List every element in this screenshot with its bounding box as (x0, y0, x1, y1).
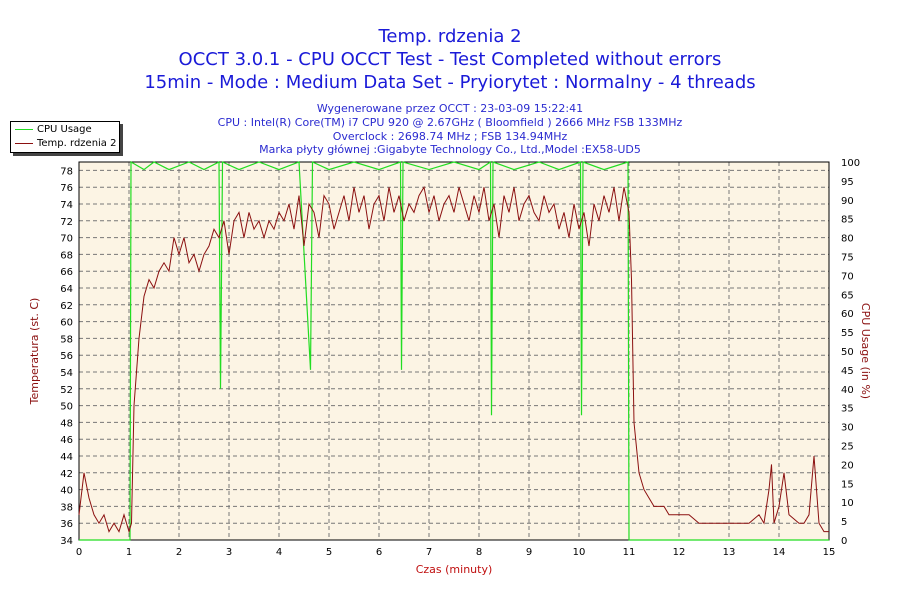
y-tick-label: 60 (60, 318, 73, 329)
y2-tick-label: 10 (841, 498, 854, 509)
plot-background (79, 162, 829, 540)
chart-subtitle-1: OCCT 3.0.1 - CPU OCCT Test - Test Comple… (178, 49, 722, 70)
y-tick-label: 66 (60, 267, 73, 278)
x-tick-label: 7 (426, 547, 432, 558)
legend-label: Temp. rdzenia 2 (37, 137, 117, 149)
y-tick-label: 76 (60, 183, 73, 194)
y2-tick-label: 95 (841, 177, 854, 188)
x-tick-label: 1 (126, 547, 132, 558)
chart-subtitle-2: 15min - Mode : Medium Data Set - Pryiory… (144, 72, 756, 93)
series-line-cpu-usage (79, 160, 829, 541)
y-tick-label: 64 (60, 284, 73, 295)
legend: CPU Usage Temp. rdzenia 2 (10, 121, 120, 153)
y2-tick-label: 70 (841, 271, 854, 282)
y2-tick-label: 90 (841, 196, 854, 207)
y2-tick-label: 45 (841, 366, 854, 377)
y2-tick-label: 65 (841, 290, 854, 301)
y2-tick-label: 50 (841, 347, 854, 358)
info-generated: Wygenerowane przez OCCT : 23-03-09 15:22… (316, 102, 584, 115)
x-tick-label: 8 (476, 547, 482, 558)
y-tick-label: 70 (60, 234, 73, 245)
y-tick-label: 74 (60, 200, 73, 211)
y2-axis-label: CPU Usage (in %) (859, 303, 872, 399)
x-tick-label: 6 (376, 547, 382, 558)
y2-tick-label: 40 (841, 385, 854, 396)
info-motherboard: Marka płyty głównej :Gigabyte Technology… (259, 143, 641, 156)
y2-tick-label: 75 (841, 253, 854, 264)
x-tick-label: 2 (176, 547, 182, 558)
y-tick-label: 58 (60, 334, 73, 345)
legend-item-temp: Temp. rdzenia 2 (11, 136, 119, 150)
y-tick-label: 56 (60, 351, 73, 362)
y-tick-label: 42 (60, 469, 73, 480)
y2-tick-label: 100 (841, 158, 860, 169)
y-axis-label: Temperatura (st. C) (28, 298, 41, 406)
y2-tick-label: 20 (841, 460, 854, 471)
y-tick-label: 48 (60, 418, 73, 429)
y-tick-label: 44 (60, 452, 73, 463)
y2-tick-label: 30 (841, 423, 854, 434)
y-tick-label: 36 (60, 519, 73, 530)
y-tick-label: 68 (60, 250, 73, 261)
x-tick-label: 4 (276, 547, 282, 558)
y2-tick-label: 0 (841, 536, 847, 547)
y2-tick-label: 15 (841, 479, 854, 490)
info-overclock: Overclock : 2698.74 MHz ; FSB 134.94MHz (332, 130, 568, 143)
x-tick-label: 13 (723, 547, 736, 558)
y2-tick-label: 35 (841, 404, 854, 415)
x-tick-label: 3 (226, 547, 232, 558)
x-axis-label: Czas (minuty) (416, 563, 493, 576)
y-tick-label: 62 (60, 301, 73, 312)
info-cpu: CPU : Intel(R) Core(TM) i7 CPU 920 @ 2.6… (217, 116, 683, 129)
y-tick-label: 40 (60, 486, 73, 497)
y-tick-label: 78 (60, 166, 73, 177)
x-tick-label: 10 (573, 547, 586, 558)
y2-tick-label: 60 (841, 309, 854, 320)
y-tick-label: 72 (60, 217, 73, 228)
y2-tick-label: 85 (841, 215, 854, 226)
chart-title: Temp. rdzenia 2 (378, 26, 522, 47)
y2-tick-label: 80 (841, 234, 854, 245)
series-line-temp-rdzenia-2 (78, 185, 829, 534)
legend-item-cpu: CPU Usage (11, 122, 119, 136)
y-tick-label: 50 (60, 402, 73, 413)
x-tick-label: 14 (773, 547, 786, 558)
y-tick-label: 46 (60, 435, 73, 446)
x-tick-label: 15 (823, 547, 836, 558)
y-tick-label: 54 (60, 368, 73, 379)
y2-tick-label: 25 (841, 442, 854, 453)
y2-tick-label: 55 (841, 328, 854, 339)
x-tick-label: 0 (76, 547, 82, 558)
x-tick-label: 12 (673, 547, 686, 558)
x-tick-label: 9 (526, 547, 532, 558)
y2-tick-label: 5 (841, 517, 847, 528)
y-tick-label: 34 (60, 536, 73, 547)
x-tick-label: 11 (623, 547, 636, 558)
x-tick-label: 5 (326, 547, 332, 558)
y-tick-label: 38 (60, 502, 73, 513)
legend-label: CPU Usage (37, 123, 92, 135)
y-tick-label: 52 (60, 385, 73, 396)
